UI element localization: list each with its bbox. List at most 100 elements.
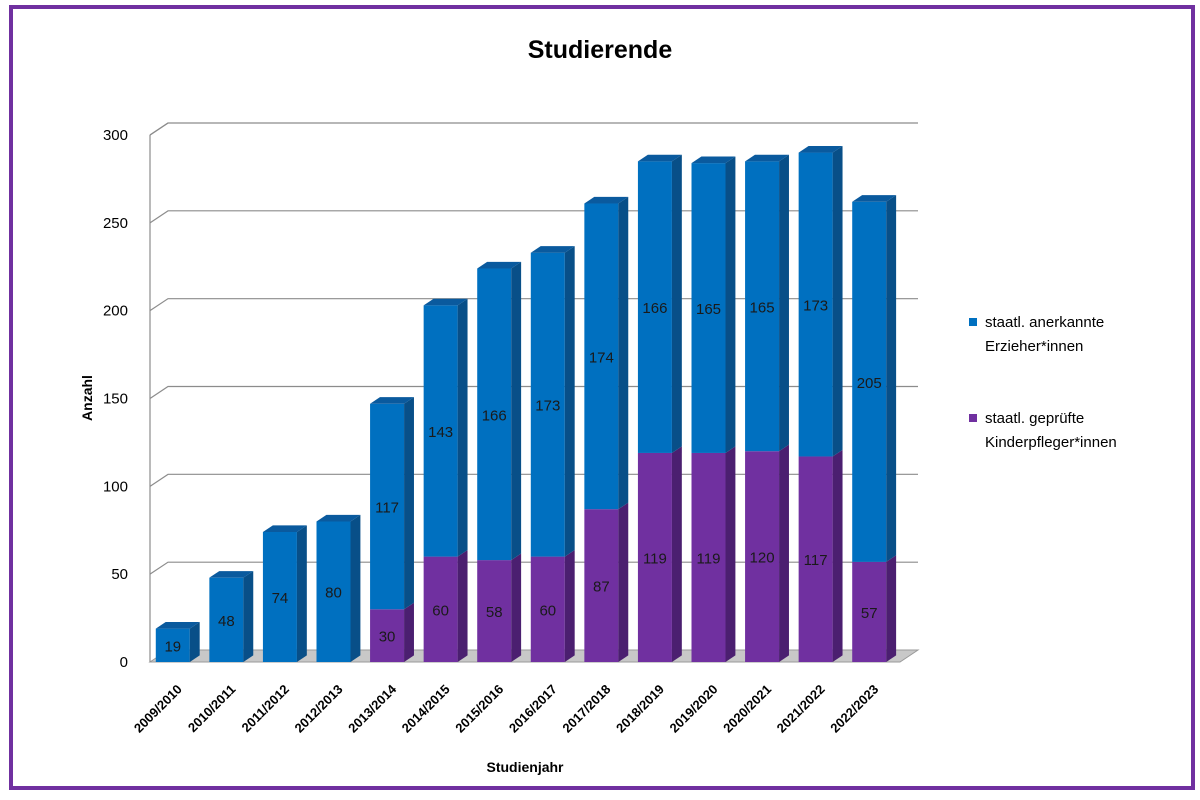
bar-top	[637, 154, 682, 162]
legend-label: Erzieher*innen	[985, 338, 1083, 355]
bar-top	[155, 622, 200, 629]
bar-front	[262, 532, 297, 662]
chart-title: Studierende	[528, 36, 673, 64]
y-tick-label: 300	[103, 127, 128, 144]
bar-segment	[584, 196, 629, 510]
data-labels-layer: 19 48 74 80 30 117 60 143 58 166 60 173 87 174 119 166 1…	[164, 298, 881, 656]
bar-front	[477, 560, 512, 662]
bar-segment	[745, 444, 789, 662]
data-label: 120	[750, 550, 775, 567]
y-axis-title: Anzahl	[79, 375, 95, 421]
bar-front	[155, 628, 190, 662]
x-axis-title: Studienjahr	[486, 759, 564, 775]
data-label: 57	[861, 605, 878, 622]
bar-side	[618, 196, 629, 510]
legend-label: staatl. geprüfte	[985, 410, 1084, 427]
bar-side	[779, 444, 789, 662]
x-tick-label: 2010/2011	[185, 682, 239, 736]
bar-segment	[316, 514, 361, 662]
data-label: 174	[589, 349, 614, 366]
bar-side	[511, 261, 522, 561]
bar-front	[316, 521, 351, 662]
bar-segment	[262, 525, 307, 662]
y-tick-label: 200	[103, 303, 128, 320]
bar-front	[637, 161, 672, 453]
bars-layer	[155, 145, 897, 662]
x-tick-label: 2016/2017	[506, 682, 560, 736]
bar-side	[671, 446, 682, 662]
bar-side	[350, 514, 361, 662]
x-tick-label: 2012/2013	[292, 682, 346, 736]
data-label: 119	[697, 550, 721, 567]
bar-top	[530, 246, 575, 253]
bar-front	[423, 305, 458, 557]
bar-segment	[637, 446, 682, 662]
bar-segment	[852, 555, 897, 662]
bar-side	[564, 246, 575, 557]
data-label: 117	[375, 500, 399, 517]
bar-segment	[745, 154, 789, 452]
bar-top	[262, 525, 307, 533]
bar-side	[779, 154, 789, 452]
bar-side	[511, 553, 522, 662]
legend-label: Kinderpfleger*innen	[985, 434, 1117, 451]
x-tick-label: 2013/2014	[345, 681, 400, 736]
bar-front	[798, 152, 833, 457]
bar-segment	[584, 502, 629, 662]
bar-side	[832, 145, 843, 457]
bar-segment	[423, 550, 468, 662]
bar-segment	[155, 622, 200, 662]
y-tick-label: 250	[103, 215, 128, 232]
bar-front	[798, 456, 833, 662]
bar-side	[886, 555, 897, 662]
y-tick-label: 0	[120, 654, 128, 671]
bar-side	[832, 449, 843, 662]
y-axis-line	[149, 122, 169, 136]
bar-side	[404, 602, 414, 662]
data-label: 173	[535, 398, 560, 415]
y-tick-label: 150	[103, 391, 128, 408]
x-tick-label: 2018/2019	[613, 682, 667, 736]
data-label: 19	[164, 638, 181, 655]
gridline	[149, 122, 918, 136]
bar-segment	[370, 602, 414, 662]
data-label: 30	[379, 629, 396, 646]
data-label: 166	[642, 300, 667, 317]
bar-side	[671, 154, 682, 453]
legend-label: staatl. anerkannte	[985, 314, 1104, 331]
bar-front	[637, 452, 672, 662]
bar-front	[423, 556, 458, 662]
bar-side	[564, 550, 575, 662]
legend-swatch	[969, 318, 977, 326]
data-label: 173	[803, 298, 828, 315]
bar-segment	[798, 145, 843, 457]
bar-side	[725, 446, 736, 662]
bar-front	[530, 556, 565, 662]
bar-top	[316, 514, 361, 522]
bar-segment	[852, 195, 897, 562]
data-label: 166	[482, 407, 507, 424]
x-tick-label: 2020/2021	[720, 682, 774, 736]
data-label: 74	[272, 590, 289, 607]
legend-swatch	[969, 414, 977, 422]
bar-segment	[423, 298, 468, 557]
data-label: 165	[696, 301, 721, 318]
bar-front	[745, 451, 780, 662]
x-tick-label: 2009/2010	[131, 682, 185, 736]
bar-front	[584, 509, 619, 662]
bar-front	[852, 201, 887, 562]
bar-front	[530, 252, 565, 557]
data-label: 143	[428, 424, 453, 441]
bar-segment	[477, 261, 522, 561]
bar-front	[209, 577, 244, 662]
bar-side	[296, 525, 307, 662]
bar-side	[725, 156, 736, 453]
data-label: 60	[539, 602, 556, 619]
bar-segment	[691, 156, 736, 453]
bar-side	[243, 571, 254, 662]
bar-segment	[370, 397, 414, 610]
bar-segment	[530, 246, 575, 557]
bar-side	[457, 298, 468, 557]
data-label: 119	[643, 550, 667, 567]
